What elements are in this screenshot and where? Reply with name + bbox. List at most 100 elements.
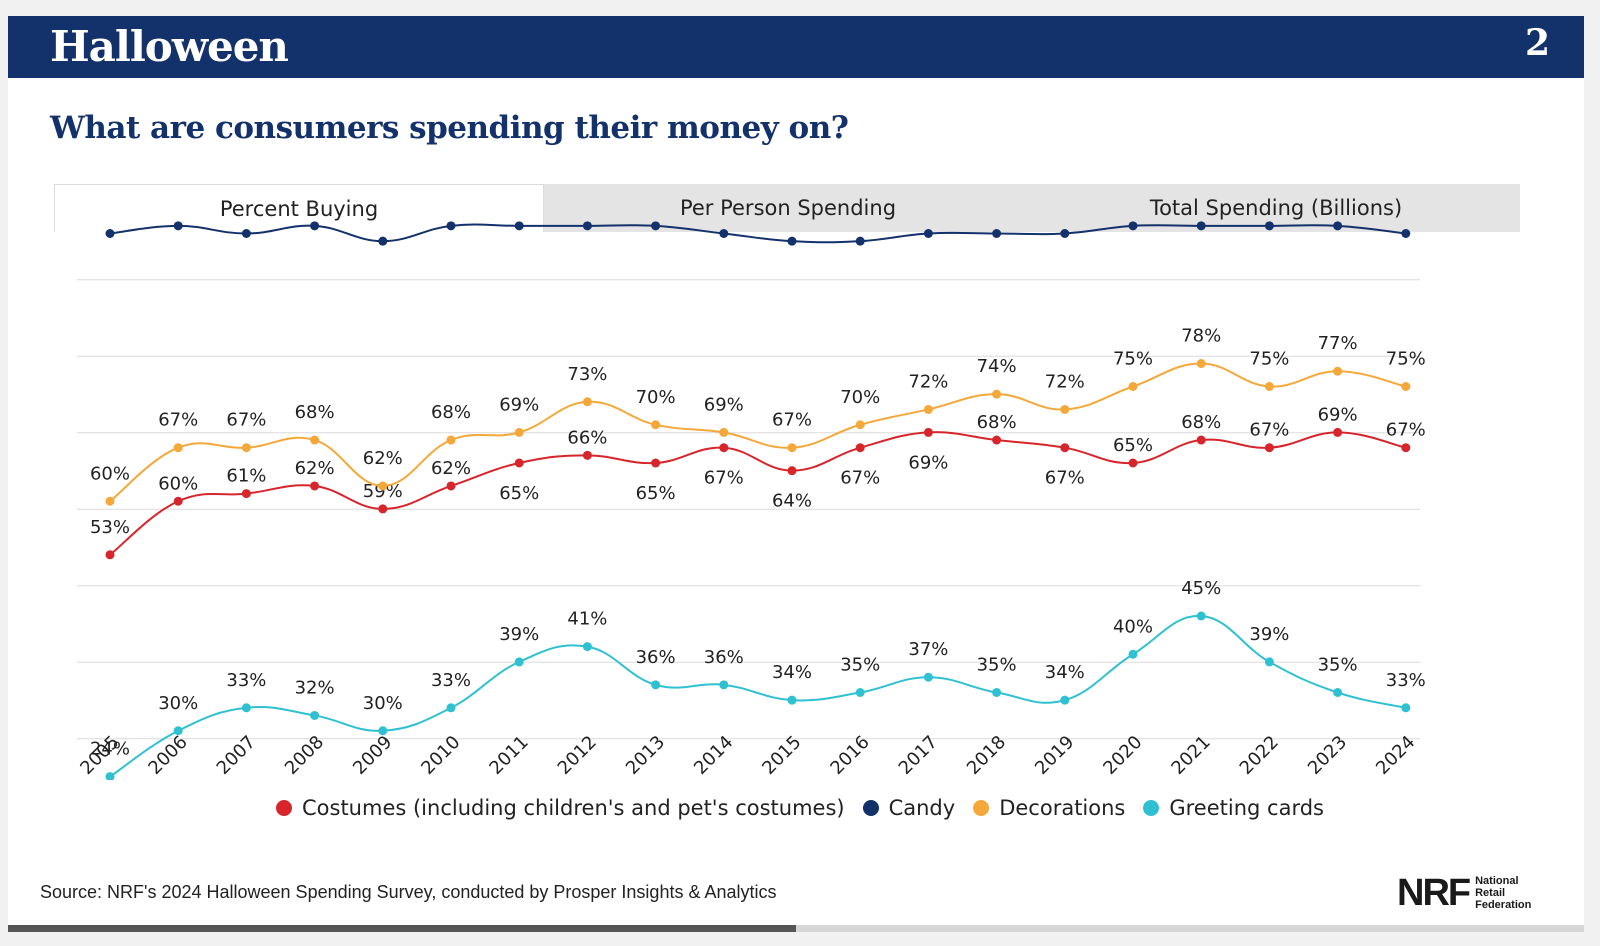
point-candy-2011 xyxy=(514,221,524,231)
source-note: Source: NRF's 2024 Halloween Spending Su… xyxy=(40,882,777,902)
point-decorations-2019 xyxy=(1060,404,1070,414)
data-label-costumes-2022: 67% xyxy=(1249,420,1289,441)
data-label-greeting-cards-2019: 34% xyxy=(1045,662,1085,683)
data-label-greeting-cards-2007: 33% xyxy=(226,670,266,691)
point-candy-2023 xyxy=(1333,221,1343,231)
point-costumes-2016 xyxy=(855,443,865,453)
point-candy-2006 xyxy=(173,221,183,231)
point-candy-2015 xyxy=(787,236,797,246)
data-label-greeting-cards-2013: 36% xyxy=(636,647,676,668)
slide-progress-fill xyxy=(8,925,796,932)
point-candy-2018 xyxy=(992,229,1002,238)
data-label-costumes-2020: 65% xyxy=(1113,435,1153,456)
point-costumes-2006 xyxy=(173,496,183,506)
point-greeting-cards-2012 xyxy=(582,642,592,652)
legend-item-costumes: Costumes (including children's and pet's… xyxy=(276,796,845,820)
data-label-decorations-2015: 67% xyxy=(772,410,812,431)
page-title: Halloween xyxy=(50,22,289,71)
point-decorations-2010 xyxy=(446,435,456,445)
data-label-decorations-2017: 72% xyxy=(908,371,948,392)
point-greeting-cards-2016 xyxy=(855,688,865,697)
legend-label-candy: Candy xyxy=(888,796,956,820)
point-greeting-cards-2008 xyxy=(310,710,320,720)
data-label-greeting-cards-2021: 45% xyxy=(1181,578,1221,599)
point-candy-2014 xyxy=(719,229,729,238)
point-decorations-2015 xyxy=(787,443,797,453)
data-label-decorations-2019: 72% xyxy=(1045,371,1085,392)
data-label-greeting-cards-2006: 30% xyxy=(158,693,198,714)
legend-label-costumes: Costumes (including children's and pet's… xyxy=(302,796,845,820)
data-label-costumes-2021: 68% xyxy=(1181,412,1221,433)
data-label-costumes-2017: 69% xyxy=(908,452,948,473)
point-candy-2022 xyxy=(1264,221,1274,231)
point-costumes-2018 xyxy=(992,435,1002,445)
data-label-costumes-2006: 60% xyxy=(158,473,198,494)
data-label-decorations-2022: 75% xyxy=(1249,349,1289,370)
data-label-decorations-2005: 60% xyxy=(90,463,130,484)
point-greeting-cards-2011 xyxy=(514,657,524,667)
point-candy-2009 xyxy=(378,236,388,246)
point-decorations-2005 xyxy=(105,496,115,506)
point-costumes-2012 xyxy=(582,450,592,460)
point-costumes-2023 xyxy=(1333,427,1343,437)
point-candy-2016 xyxy=(855,236,865,246)
series-line-candy xyxy=(109,223,1406,244)
point-greeting-cards-2017 xyxy=(923,672,933,682)
data-label-greeting-cards-2014: 36% xyxy=(704,647,744,668)
data-label-greeting-cards-2012: 41% xyxy=(567,609,607,630)
point-costumes-2008 xyxy=(310,481,320,491)
header-bar: Halloween 2 xyxy=(8,16,1584,78)
point-greeting-cards-2019 xyxy=(1060,695,1070,705)
data-label-greeting-cards-2011: 39% xyxy=(499,624,539,645)
data-label-costumes-2012: 66% xyxy=(567,427,607,448)
data-label-decorations-2011: 69% xyxy=(499,394,539,415)
point-costumes-2014 xyxy=(719,443,729,453)
point-costumes-2024 xyxy=(1401,443,1411,453)
point-greeting-cards-2005 xyxy=(105,772,115,780)
point-greeting-cards-2015 xyxy=(787,695,797,705)
data-label-costumes-2018: 68% xyxy=(977,412,1017,433)
point-decorations-2007 xyxy=(241,443,251,453)
point-greeting-cards-2020 xyxy=(1128,649,1138,659)
data-label-costumes-2019: 67% xyxy=(1045,468,1085,489)
legend-label-greeting-cards: Greeting cards xyxy=(1169,796,1324,820)
point-greeting-cards-2018 xyxy=(992,688,1002,697)
data-label-decorations-2018: 74% xyxy=(977,356,1017,377)
point-decorations-2009 xyxy=(378,481,388,491)
legend-label-decorations: Decorations xyxy=(999,796,1126,820)
logo-line-3: Federation xyxy=(1475,899,1532,911)
data-label-costumes-2008: 62% xyxy=(295,458,335,479)
point-greeting-cards-2022 xyxy=(1264,657,1274,667)
data-label-costumes-2009: 59% xyxy=(363,481,403,502)
data-label-costumes-2007: 61% xyxy=(226,466,266,487)
data-label-candy-2015: 94% xyxy=(772,220,812,224)
data-label-decorations-2024: 75% xyxy=(1386,349,1426,370)
data-label-greeting-cards-2024: 33% xyxy=(1386,670,1426,691)
point-decorations-2018 xyxy=(992,389,1002,399)
legend-marker-candy xyxy=(862,800,879,816)
tab-bar: Percent Buying Per Person Spending Total… xyxy=(54,184,1520,232)
point-greeting-cards-2009 xyxy=(378,726,388,736)
logo-mark: NRF xyxy=(1397,872,1471,914)
point-candy-2005 xyxy=(105,229,115,238)
point-greeting-cards-2013 xyxy=(651,680,661,690)
data-label-greeting-cards-2016: 35% xyxy=(840,655,880,676)
data-label-costumes-2013: 65% xyxy=(636,483,676,504)
logo-subtitle: National Retail Federation xyxy=(1475,875,1545,911)
point-decorations-2017 xyxy=(923,404,933,414)
tab-per-person-spending[interactable]: Per Person Spending xyxy=(679,196,897,220)
data-label-costumes-2016: 67% xyxy=(840,468,880,489)
point-costumes-2017 xyxy=(923,427,933,437)
point-costumes-2022 xyxy=(1264,443,1274,453)
tab-total-spending[interactable]: Total Spending (Billions) xyxy=(1149,196,1403,220)
data-label-greeting-cards-2010: 33% xyxy=(431,670,471,691)
data-label-decorations-2009: 62% xyxy=(363,448,403,469)
data-label-greeting-cards-2009: 30% xyxy=(363,693,403,714)
point-costumes-2021 xyxy=(1196,435,1206,445)
chart-legend: Costumes (including children's and pet's… xyxy=(0,796,1600,820)
point-decorations-2024 xyxy=(1401,382,1411,391)
data-label-decorations-2007: 67% xyxy=(226,410,266,431)
data-label-costumes-2005: 53% xyxy=(90,517,130,538)
data-label-decorations-2016: 70% xyxy=(840,387,880,408)
data-label-greeting-cards-2005: 24% xyxy=(90,739,130,760)
